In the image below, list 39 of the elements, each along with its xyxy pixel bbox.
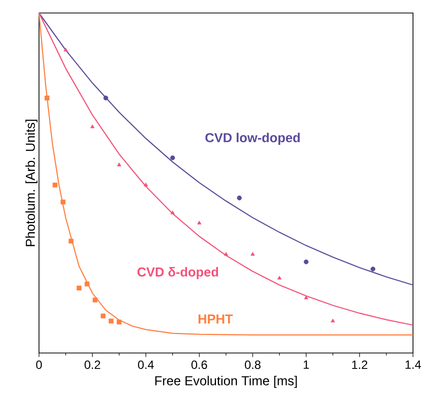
point (116, 320, 122, 324)
point (170, 210, 175, 214)
series-label: CVD δ-doped (137, 267, 218, 280)
point (84, 282, 90, 286)
x-tick-label: 0.8 (244, 360, 261, 369)
x-tick-label: 1.2 (352, 360, 368, 369)
point (64, 48, 68, 52)
point (100, 314, 106, 318)
point (60, 200, 66, 204)
x-tick-label: 0.2 (84, 360, 100, 369)
point (304, 296, 308, 300)
point (250, 252, 255, 256)
point (108, 318, 114, 324)
point (103, 96, 108, 100)
x-tick-label: 0.6 (191, 360, 208, 369)
point (92, 298, 98, 302)
point (304, 259, 309, 264)
point (52, 182, 58, 188)
point (68, 238, 74, 244)
x-axis-title: Free Evolution Time [ms] (155, 376, 297, 388)
point (144, 182, 148, 186)
point (330, 318, 335, 322)
point (197, 220, 202, 224)
point (370, 266, 376, 272)
x-tick-label: 0.4 (138, 360, 154, 369)
point (90, 124, 95, 128)
point (224, 252, 228, 256)
point (236, 196, 242, 200)
point (76, 286, 82, 290)
point (277, 276, 282, 280)
x-tick-label: 1 (304, 360, 309, 369)
text: HPHT (198, 314, 233, 324)
point (117, 162, 122, 166)
text: CVD low-doped (205, 132, 300, 145)
y-axis-title: Photolum. [Arb. Units] (25, 120, 38, 246)
point (44, 96, 50, 100)
point (170, 155, 175, 160)
x-tick-label: 1.4 (406, 360, 421, 369)
x-tick-label: 0 (36, 360, 42, 369)
